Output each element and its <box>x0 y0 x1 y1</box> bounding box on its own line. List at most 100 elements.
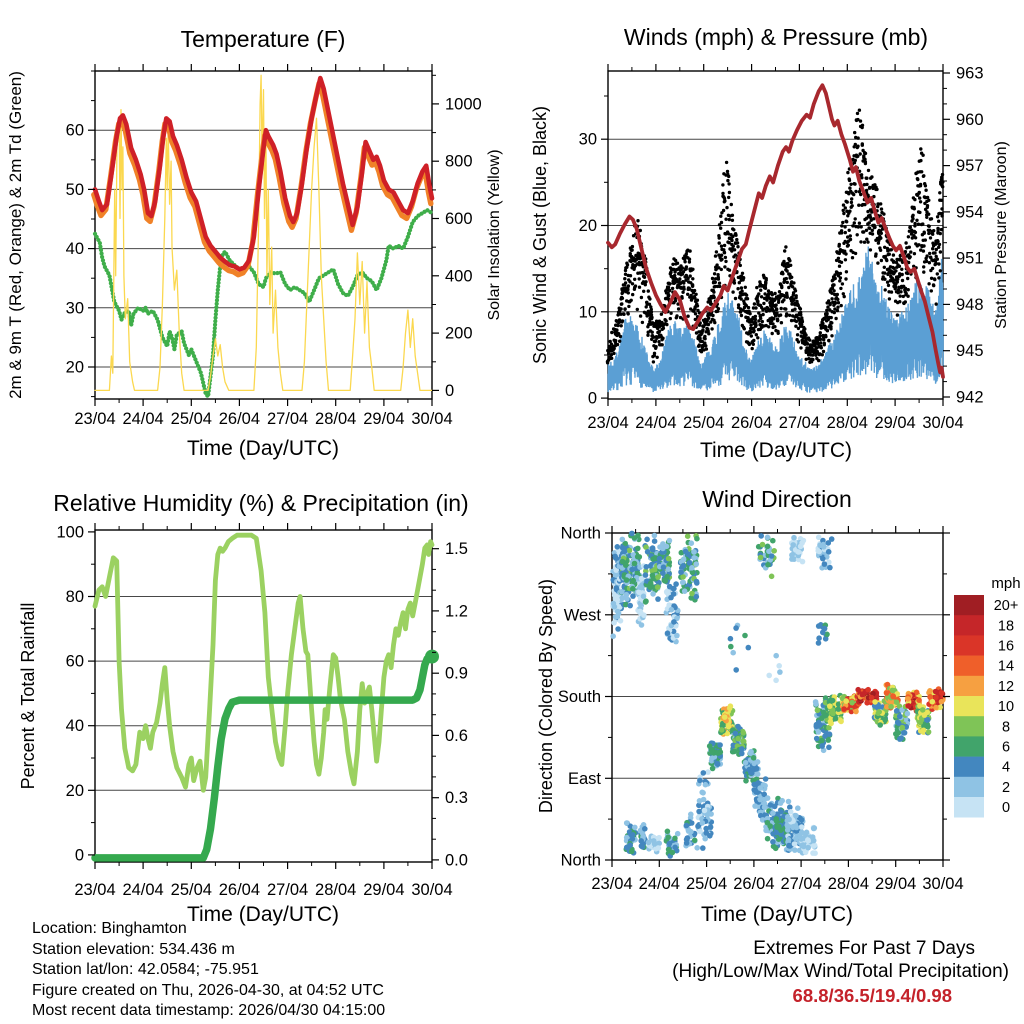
svg-text:1.5: 1.5 <box>445 540 468 558</box>
svg-text:12: 12 <box>998 679 1014 695</box>
svg-text:10: 10 <box>579 303 597 321</box>
svg-text:14: 14 <box>998 659 1014 675</box>
svg-text:50: 50 <box>66 181 84 199</box>
svg-text:0: 0 <box>1002 800 1010 816</box>
svg-text:30/04: 30/04 <box>922 414 963 432</box>
svg-text:0: 0 <box>445 382 454 400</box>
svg-text:18: 18 <box>998 618 1014 634</box>
svg-text:0.9: 0.9 <box>445 665 468 683</box>
svg-text:24/04: 24/04 <box>122 881 163 899</box>
winds-chart: 23/04 24/04 25/04 26/04 27/04 28/04 29/04 30/04… <box>530 24 1010 462</box>
svg-text:954: 954 <box>956 203 984 221</box>
humidity-axes: 23/04 24/04 25/04 26/04 27/04 28/04 29/04 30/04… <box>18 490 469 926</box>
svg-text:0.6: 0.6 <box>445 727 468 745</box>
svg-text:30: 30 <box>66 299 84 317</box>
footer-latlon: Station lat/lon: 42.0584; -75.951 <box>32 961 259 978</box>
svg-text:10: 10 <box>998 699 1014 715</box>
svg-text:6: 6 <box>1002 740 1010 756</box>
footer-location: Location: Binghamton <box>32 920 187 937</box>
svg-text:0.0: 0.0 <box>445 851 468 869</box>
svg-text:0.3: 0.3 <box>445 789 468 807</box>
direction-chart: mph 20+ 18 16 14 12 10 8 6 4 2 0 23/04 24/04 25/04 26/0… <box>536 486 1021 926</box>
svg-text:Wind Direction: Wind Direction <box>702 486 852 512</box>
svg-text:23/04: 23/04 <box>591 875 632 893</box>
svg-text:Relative Humidity (%) & Precip: Relative Humidity (%) & Precipitation (i… <box>53 490 468 516</box>
svg-text:948: 948 <box>956 296 984 314</box>
svg-text:30/04: 30/04 <box>411 881 452 899</box>
svg-text:29/04: 29/04 <box>875 875 916 893</box>
svg-text:mph: mph <box>991 575 1020 592</box>
temperature-axes: 23/04 24/04 25/04 26/04 27/04 28/04 29/04 30/04… <box>6 26 503 460</box>
humidity-chart: 23/04 24/04 25/04 26/04 27/04 28/04 29/04 30/04… <box>18 490 469 926</box>
svg-text:1.2: 1.2 <box>445 602 468 620</box>
svg-text:24/04: 24/04 <box>122 410 163 428</box>
extremes-subtitle: (High/Low/Max Wind/Total Precipitation) <box>672 961 1009 982</box>
svg-text:24/04: 24/04 <box>639 875 680 893</box>
svg-text:60: 60 <box>66 653 84 671</box>
svg-text:24/04: 24/04 <box>635 414 676 432</box>
svg-text:26/04: 26/04 <box>219 881 260 899</box>
svg-text:600: 600 <box>445 210 473 228</box>
winds-axes: 23/04 24/04 25/04 26/04 27/04 28/04 29/04 30/04… <box>530 24 1010 462</box>
svg-text:8: 8 <box>1002 719 1010 735</box>
svg-text:1000: 1000 <box>445 95 482 113</box>
svg-text:2: 2 <box>1002 780 1010 796</box>
svg-text:4: 4 <box>1002 760 1010 776</box>
svg-text:Solar Insolation (Yellow): Solar Insolation (Yellow) <box>486 149 503 320</box>
direction-axes: 23/04 24/04 25/04 26/04 27/04 28/04 29/04 30/04… <box>536 486 964 926</box>
svg-text:40: 40 <box>66 717 84 735</box>
svg-text:25/04: 25/04 <box>171 881 212 899</box>
extremes-title: Extremes For Past 7 Days <box>753 938 975 959</box>
svg-text:27/04: 27/04 <box>267 881 308 899</box>
svg-text:20: 20 <box>66 359 84 377</box>
svg-text:25/04: 25/04 <box>686 875 727 893</box>
svg-text:Temperature (F): Temperature (F) <box>181 26 346 52</box>
temperature-chart: 23/04 24/04 25/04 26/04 27/04 28/04 29/04 30/04… <box>6 26 503 460</box>
svg-text:27/04: 27/04 <box>780 875 821 893</box>
svg-text:Winds (mph) & Pressure (mb): Winds (mph) & Pressure (mb) <box>624 24 928 50</box>
svg-text:Time (Day/UTC): Time (Day/UTC) <box>187 437 339 460</box>
svg-text:60: 60 <box>66 122 84 140</box>
svg-text:26/04: 26/04 <box>219 410 260 428</box>
svg-text:Time (Day/UTC): Time (Day/UTC) <box>700 439 852 462</box>
svg-text:23/04: 23/04 <box>74 881 115 899</box>
svg-text:27/04: 27/04 <box>267 410 308 428</box>
svg-text:20: 20 <box>579 217 597 235</box>
station-footer: Location: Binghamton Station elevation: … <box>32 919 385 1022</box>
speed-colorbar: mph 20+ 18 16 14 12 10 8 6 4 2 0 <box>954 575 1021 818</box>
svg-text:25/04: 25/04 <box>683 414 724 432</box>
svg-text:963: 963 <box>956 65 984 83</box>
svg-text:100: 100 <box>56 523 84 541</box>
svg-text:25/04: 25/04 <box>171 410 212 428</box>
svg-text:Time (Day/UTC): Time (Day/UTC) <box>701 903 853 926</box>
svg-text:Direction (Colored By Speed): Direction (Colored By Speed) <box>536 579 556 813</box>
svg-text:400: 400 <box>445 267 473 285</box>
footer-elevation: Station elevation: 534.436 m <box>32 940 235 958</box>
svg-text:28/04: 28/04 <box>315 881 356 899</box>
svg-text:40: 40 <box>66 240 84 258</box>
svg-text:26/04: 26/04 <box>731 414 772 432</box>
svg-text:27/04: 27/04 <box>779 414 820 432</box>
svg-text:29/04: 29/04 <box>874 414 915 432</box>
footer-timestamp: Most recent data timestamp: 2026/04/30 0… <box>32 1002 386 1019</box>
svg-text:2m & 9m T (Red, Orange) & 2m T: 2m & 9m T (Red, Orange) & 2m Td (Green) <box>6 71 25 399</box>
footer-created: Figure created on Thu, 2026-04-30, at 04… <box>32 981 384 999</box>
svg-text:20+: 20+ <box>994 598 1019 614</box>
svg-text:North: North <box>561 852 601 870</box>
svg-text:28/04: 28/04 <box>315 410 356 428</box>
svg-text:0: 0 <box>75 846 84 864</box>
svg-text:951: 951 <box>956 250 984 268</box>
svg-text:28/04: 28/04 <box>828 875 869 893</box>
svg-text:29/04: 29/04 <box>363 410 404 428</box>
svg-text:East: East <box>568 770 601 788</box>
svg-text:942: 942 <box>956 388 984 406</box>
svg-text:957: 957 <box>956 157 984 175</box>
svg-text:28/04: 28/04 <box>827 414 868 432</box>
svg-text:South: South <box>558 688 601 706</box>
extremes-values: 68.8/36.5/19.4/0.98 <box>792 985 952 1006</box>
svg-text:20: 20 <box>66 782 84 800</box>
svg-text:960: 960 <box>956 111 984 129</box>
svg-text:200: 200 <box>445 325 473 343</box>
